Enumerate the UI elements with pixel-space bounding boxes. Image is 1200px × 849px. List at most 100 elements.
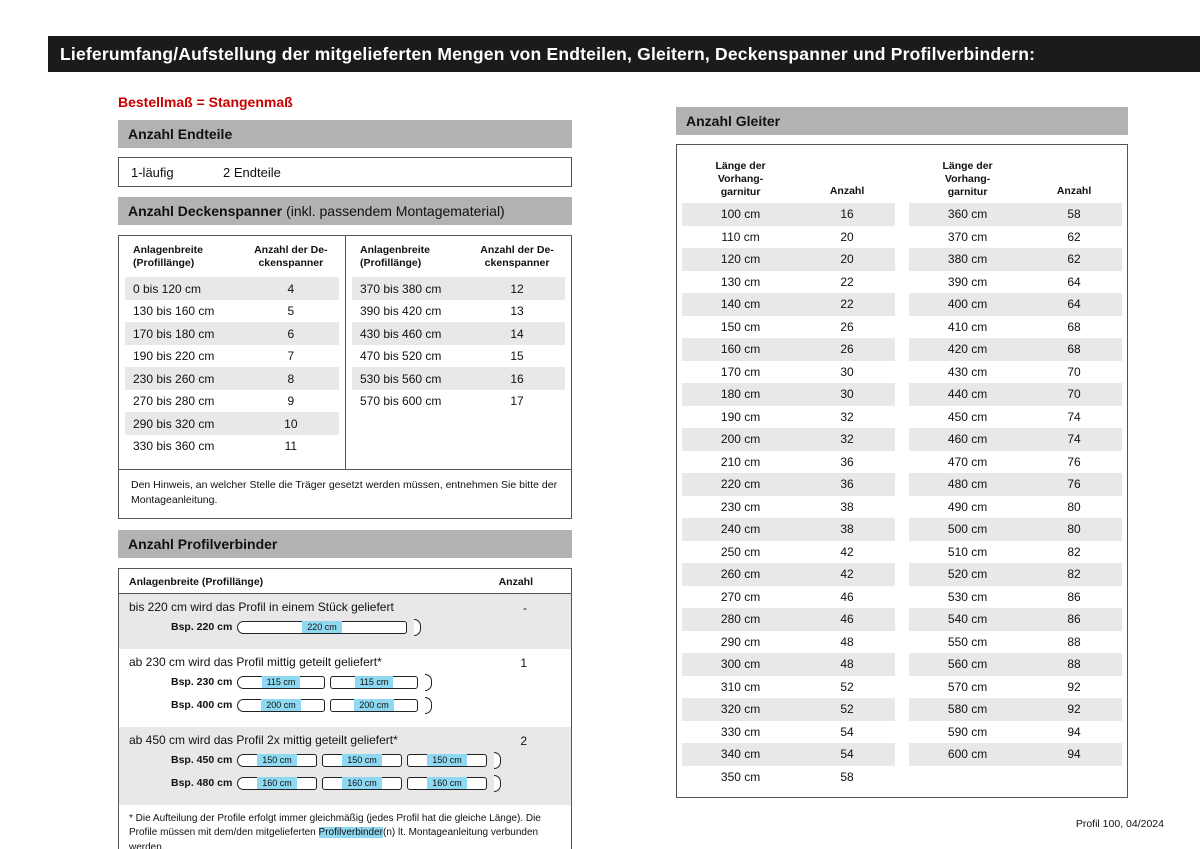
table-row: 270 cm 46 [682, 586, 895, 609]
col-header-anzahl-deckenspanner: Anzahl der De- ckenspanner [469, 244, 565, 270]
table-row: 250 cm 42 [682, 541, 895, 564]
profile-end-cap-icon [425, 696, 432, 714]
table-row: 450 cm 74 [909, 406, 1122, 429]
count-cell: 26 [840, 342, 854, 357]
count-cell: 6 [287, 326, 295, 341]
count-cell: 62 [1067, 252, 1081, 267]
length-cell: 390 cm [947, 274, 988, 289]
table-row: 230 bis 260 cm 8 [125, 367, 339, 390]
table-row: 330 cm 54 [682, 721, 895, 744]
length-cell: 400 cm [947, 297, 988, 312]
profilverbinder-table-header: Anlagenbreite (Profillänge) Anzahl [119, 569, 571, 594]
gleiter-table-header: Länge der Vorhang- garnitur Anzahl [682, 151, 895, 199]
table-row: 210 cm 36 [682, 451, 895, 474]
table-row: 550 cm 88 [909, 631, 1122, 654]
table-row: 570 bis 600 cm 17 [352, 390, 565, 413]
deckenspanner-rows-left: 0 bis 120 cm 4 130 bis 160 cm 5 170 bis … [125, 277, 339, 457]
range-cell: 470 bis 520 cm [360, 349, 442, 363]
pv-row-text: bis 220 cm wird das Profil in einem Stüc… [129, 599, 394, 614]
segment-length-label: 160 cm [257, 777, 297, 790]
segment-length-label: 115 cm [354, 676, 394, 689]
col-header-anlagenbreite: Anlagenbreite (Profillänge) [129, 575, 264, 588]
count-cell: 12 [510, 281, 524, 296]
count-cell: 54 [840, 747, 854, 762]
range-cell: 390 bis 420 cm [360, 304, 442, 318]
length-cell: 170 cm [720, 364, 761, 379]
col-header-line: Anzahl der De- [254, 244, 328, 256]
table-row: 430 cm 70 [909, 361, 1122, 384]
length-cell: 430 cm [947, 364, 988, 379]
profile-end-cap-icon [494, 751, 501, 769]
length-cell: 310 cm [720, 679, 761, 694]
count-cell: 46 [840, 612, 854, 627]
length-cell: 290 cm [720, 634, 761, 649]
col-header-anzahl: Anzahl [498, 575, 533, 588]
col-header-line: Länge der [715, 159, 766, 172]
length-cell: 590 cm [947, 724, 988, 739]
table-row: 410 cm 68 [909, 316, 1122, 339]
length-cell: 500 cm [947, 522, 988, 537]
length-cell: 140 cm [720, 297, 761, 312]
deckenspanner-tables: Anlagenbreite (Profillänge) Anzahl der D… [119, 236, 571, 470]
count-cell: 86 [1067, 612, 1081, 627]
col-header-laenge: Länge der Vorhang- garnitur [682, 160, 799, 199]
count-cell: 54 [840, 724, 854, 739]
table-row: 130 cm 22 [682, 271, 895, 294]
table-row: 120 cm 20 [682, 248, 895, 271]
deckenspanner-note: Den Hinweis, an welcher Stelle die Träge… [119, 469, 571, 517]
length-cell: 340 cm [720, 747, 761, 762]
count-cell: 70 [1067, 364, 1081, 379]
table-row: 190 cm 32 [682, 406, 895, 429]
count-cell: 68 [1067, 342, 1081, 357]
document-footer: Profil 100, 04/2024 [1075, 818, 1164, 830]
table-row: 190 bis 220 cm 7 [125, 345, 339, 368]
col-header-anlagenbreite: Anlagenbreite (Profillänge) [352, 244, 469, 270]
profilverbinder-row: bis 220 cm wird das Profil in einem Stüc… [119, 593, 571, 649]
table-row: 530 bis 560 cm 16 [352, 367, 565, 390]
col-header-line: Anlagenbreite [360, 244, 431, 256]
length-cell: 180 cm [720, 387, 761, 402]
count-cell: 92 [1067, 679, 1081, 694]
length-cell: 260 cm [720, 567, 761, 582]
length-cell: 110 cm [721, 229, 760, 244]
length-cell: 350 cm [720, 769, 761, 784]
table-row: 290 bis 320 cm 10 [125, 412, 339, 435]
length-cell: 380 cm [947, 252, 988, 267]
profilverbinder-row: ab 230 cm wird das Profil mittig geteilt… [119, 649, 571, 727]
table-row: 570 cm 92 [909, 676, 1122, 699]
table-row: 110 cm 20 [682, 226, 895, 249]
length-cell: 330 cm [720, 724, 761, 739]
table-row: 330 bis 360 cm 11 [125, 435, 339, 458]
col-header-line: Länge der [942, 159, 993, 172]
table-row: 170 bis 180 cm 6 [125, 322, 339, 345]
table-row: 180 cm 30 [682, 383, 895, 406]
range-cell: 130 bis 160 cm [133, 304, 215, 318]
section-header-endteile: Anzahl Endteile [118, 120, 572, 148]
deckenspanner-table-right: Anlagenbreite (Profillänge) Anzahl der D… [345, 236, 571, 470]
table-row: 260 cm 42 [682, 563, 895, 586]
length-cell: 570 cm [947, 679, 988, 694]
deckenspanner-rows-right: 370 bis 380 cm 12 390 bis 420 cm 13 430 … [352, 277, 565, 412]
table-row: 150 cm 26 [682, 316, 895, 339]
profile-bar: 200 cm 200 cm [237, 696, 432, 714]
table-row: 390 cm 64 [909, 271, 1122, 294]
length-cell: 270 cm [720, 589, 761, 604]
count-cell: 82 [1067, 544, 1081, 559]
gleiter-table-header: Länge der Vorhang- garnitur Anzahl [909, 151, 1122, 199]
count-cell: 58 [1067, 207, 1081, 222]
count-cell: 46 [840, 589, 854, 604]
profile-segment: 115 cm [237, 675, 325, 689]
length-cell: 550 cm [947, 634, 988, 649]
range-cell: 0 bis 120 cm [133, 281, 202, 296]
range-cell: 370 bis 380 cm [360, 281, 442, 296]
count-cell: 30 [840, 364, 854, 379]
pv-row-count: - [523, 600, 527, 615]
length-cell: 130 cm [720, 274, 761, 289]
col-header-line: Vorhang- [717, 172, 764, 185]
section-header-deckenspanner: Anzahl Deckenspanner (inkl. passendem Mo… [118, 197, 572, 225]
table-row: 470 cm 76 [909, 451, 1122, 474]
length-cell: 580 cm [947, 702, 988, 717]
count-cell: 8 [287, 371, 295, 386]
range-cell: 290 bis 320 cm [133, 416, 215, 431]
range-cell: 330 bis 360 cm [133, 439, 215, 453]
